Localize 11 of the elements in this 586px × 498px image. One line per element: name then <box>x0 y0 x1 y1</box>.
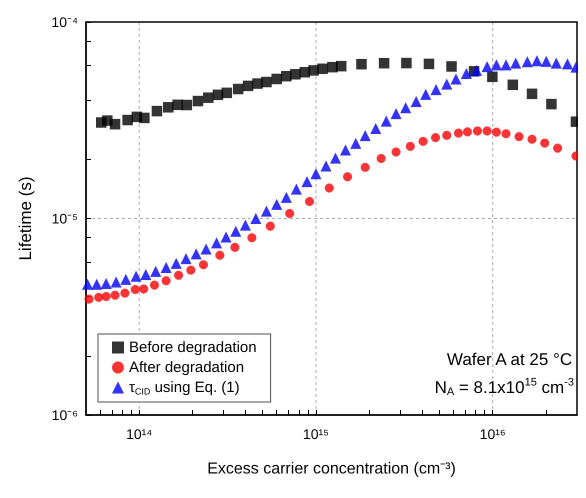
y-tick-label: 10⁻⁵ <box>52 210 78 226</box>
legend-label: After degradation <box>129 359 244 376</box>
y-tick-label: 10⁻⁴ <box>51 14 78 30</box>
annotation: Wafer A at 25 °C <box>446 350 572 369</box>
x-tick-label: 10¹⁴ <box>126 426 152 442</box>
x-tick-label: 10¹⁵ <box>302 426 329 442</box>
legend-label: Before degradation <box>129 339 257 356</box>
x-tick-label: 10¹⁶ <box>480 426 506 442</box>
y-axis-title: Lifetime (s) <box>16 176 35 261</box>
y-tick-label: 10⁻⁶ <box>52 407 78 423</box>
x-axis-title: Excess carrier concentration (cm⁻³) <box>207 460 456 478</box>
